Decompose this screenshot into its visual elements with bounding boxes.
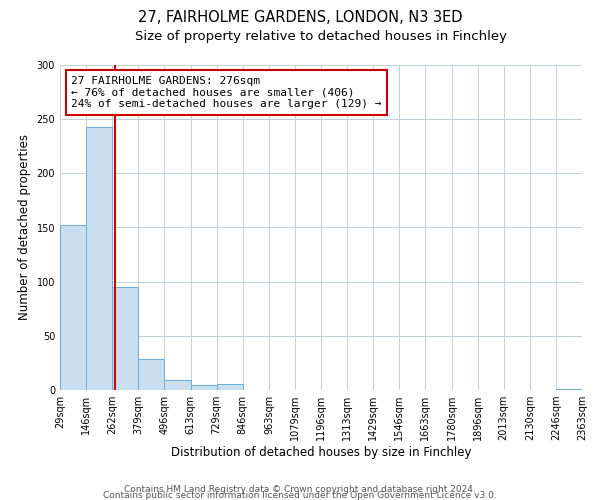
Title: Size of property relative to detached houses in Finchley: Size of property relative to detached ho… <box>135 30 507 43</box>
Bar <box>60 226 86 390</box>
Text: 27, FAIRHOLME GARDENS, LONDON, N3 3ED: 27, FAIRHOLME GARDENS, LONDON, N3 3ED <box>138 10 462 25</box>
X-axis label: Distribution of detached houses by size in Finchley: Distribution of detached houses by size … <box>171 446 471 459</box>
Bar <box>556 389 582 390</box>
Bar <box>138 358 164 390</box>
Bar <box>112 287 138 390</box>
Y-axis label: Number of detached properties: Number of detached properties <box>18 134 31 320</box>
Bar <box>86 126 112 390</box>
Text: 27 FAIRHOLME GARDENS: 276sqm
← 76% of detached houses are smaller (406)
24% of s: 27 FAIRHOLME GARDENS: 276sqm ← 76% of de… <box>71 76 382 109</box>
Bar <box>217 384 243 390</box>
Text: Contains public sector information licensed under the Open Government Licence v3: Contains public sector information licen… <box>103 490 497 500</box>
Bar <box>164 380 191 390</box>
Text: Contains HM Land Registry data © Crown copyright and database right 2024.: Contains HM Land Registry data © Crown c… <box>124 484 476 494</box>
Bar <box>191 384 217 390</box>
